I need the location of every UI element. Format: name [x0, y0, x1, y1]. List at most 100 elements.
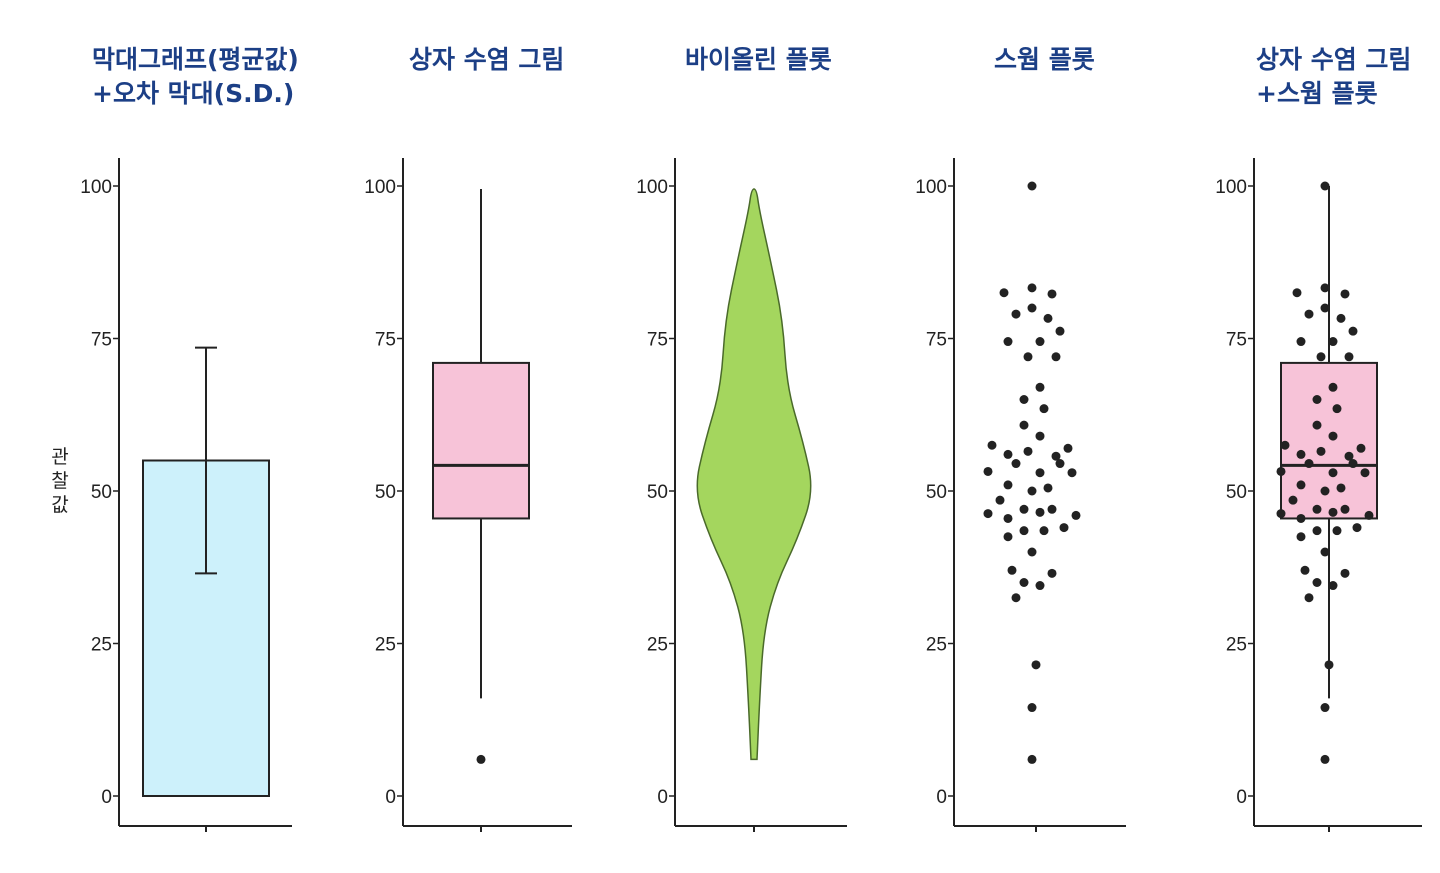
swarm-point — [1276, 466, 1286, 476]
swarm-point — [1019, 578, 1029, 587]
swarm-point — [1035, 507, 1045, 517]
swarm-point — [1035, 431, 1045, 441]
swarm-point — [1003, 480, 1013, 490]
swarm-point — [1320, 303, 1330, 313]
swarm-point — [1276, 509, 1286, 519]
swarm-point — [1304, 309, 1314, 319]
y-tick-label: 25 — [91, 635, 112, 656]
y-tick-label: 25 — [647, 635, 668, 656]
swarm-point — [1031, 660, 1041, 670]
swarm-point — [1332, 526, 1342, 536]
swarm-point — [1332, 404, 1342, 414]
y-tick-label: 50 — [647, 482, 668, 503]
swarm-point — [1027, 181, 1037, 191]
swarm-point — [1336, 483, 1346, 493]
panel-title-line: 상자 수염 그림 — [409, 45, 564, 74]
panel-title-line: 상자 수염 그림 — [1256, 45, 1411, 74]
swarm-point — [1296, 513, 1306, 523]
swarm-point — [1047, 504, 1057, 514]
y-tick-label: 75 — [926, 330, 947, 351]
swarm-point — [1003, 337, 1013, 347]
swarm-point — [1340, 568, 1350, 578]
swarm-point — [1051, 451, 1061, 461]
swarm-point — [1019, 504, 1029, 514]
swarm-point — [1043, 483, 1053, 493]
swarm-point — [1296, 337, 1306, 347]
swarm-point — [1039, 526, 1049, 536]
swarm-point — [1348, 459, 1358, 469]
swarm-point — [1320, 547, 1330, 557]
swarm-point — [1035, 382, 1045, 392]
box-outlier — [476, 754, 486, 764]
swarm-point — [1296, 532, 1306, 542]
swarm-point — [1023, 352, 1033, 362]
y-tick-label: 50 — [926, 482, 947, 503]
swarm-point — [1304, 593, 1314, 603]
y-tick-label: 100 — [636, 177, 668, 198]
swarm-point — [1312, 395, 1322, 404]
swarm-point — [1055, 459, 1065, 469]
panel-title-line: +오차 막대(S.D.) — [92, 79, 294, 108]
swarm-point — [1059, 523, 1069, 533]
swarm-point — [1067, 468, 1077, 478]
panel-title-line: 막대그래프(평균값) — [92, 45, 299, 74]
swarm-point — [1320, 754, 1330, 764]
chart-panel-1: 막대그래프(평균값) +오차 막대(S.D.) 0 25 50 75 100 — [80, 45, 299, 832]
swarm-point — [1328, 382, 1338, 392]
swarm-point — [1336, 313, 1346, 323]
swarm-point — [1296, 449, 1306, 459]
swarm-point — [983, 466, 993, 476]
swarm-point — [1324, 660, 1334, 670]
swarm-point — [1320, 181, 1330, 191]
y-tick-label: 25 — [1226, 635, 1247, 656]
y-tick-label: 75 — [91, 330, 112, 351]
swarm-point — [1348, 326, 1358, 336]
swarm-point — [1063, 443, 1073, 453]
box-iqr — [432, 361, 530, 520]
y-tick-label: 100 — [915, 177, 947, 198]
swarm-point — [1328, 581, 1338, 591]
swarm-point — [1344, 352, 1354, 362]
swarm-point — [1352, 523, 1362, 533]
chart-panel-2: 상자 수염 그림 0 25 50 75 100 — [364, 45, 572, 832]
y-tick-label: 50 — [1226, 482, 1247, 503]
swarm-point — [1312, 504, 1322, 514]
swarm-point — [1027, 283, 1037, 293]
swarm-point — [1019, 395, 1029, 404]
swarm-point — [1043, 313, 1053, 323]
swarm-point — [1320, 703, 1330, 713]
swarm-point — [1300, 565, 1310, 575]
swarm-point — [1035, 337, 1045, 347]
swarm-point — [1011, 459, 1021, 469]
y-tick-label: 0 — [657, 787, 668, 808]
swarm-point — [1296, 480, 1306, 490]
swarm-point — [1039, 404, 1049, 414]
swarm-point — [1280, 440, 1290, 450]
swarm-point — [999, 288, 1009, 298]
swarm-point — [1011, 593, 1021, 603]
swarm-point — [1344, 451, 1354, 461]
y-tick-label: 75 — [1226, 330, 1247, 351]
swarm-point — [1027, 486, 1037, 496]
swarm-point — [1019, 420, 1029, 430]
swarm-point — [1312, 420, 1322, 430]
swarm-point — [1055, 326, 1065, 336]
swarm-point — [1035, 581, 1045, 591]
panel-title-line: 바이올린 플롯 — [685, 45, 832, 74]
y-tick-label: 50 — [91, 482, 112, 503]
panel-title-line: 스웜 플롯 — [994, 45, 1095, 74]
swarm-point — [1360, 468, 1370, 478]
y-tick-label: 100 — [80, 177, 112, 198]
swarm-point — [1019, 526, 1029, 536]
swarm-point — [1316, 446, 1326, 456]
swarm-point — [1364, 510, 1374, 520]
swarm-point — [1340, 289, 1350, 299]
swarm-point — [1288, 495, 1298, 505]
swarm-point — [1328, 468, 1338, 478]
swarm-point — [1047, 289, 1057, 299]
y-tick-label: 0 — [385, 787, 396, 808]
y-tick-label: 100 — [1215, 177, 1247, 198]
swarm-point — [1328, 431, 1338, 441]
swarm-point — [987, 440, 997, 450]
